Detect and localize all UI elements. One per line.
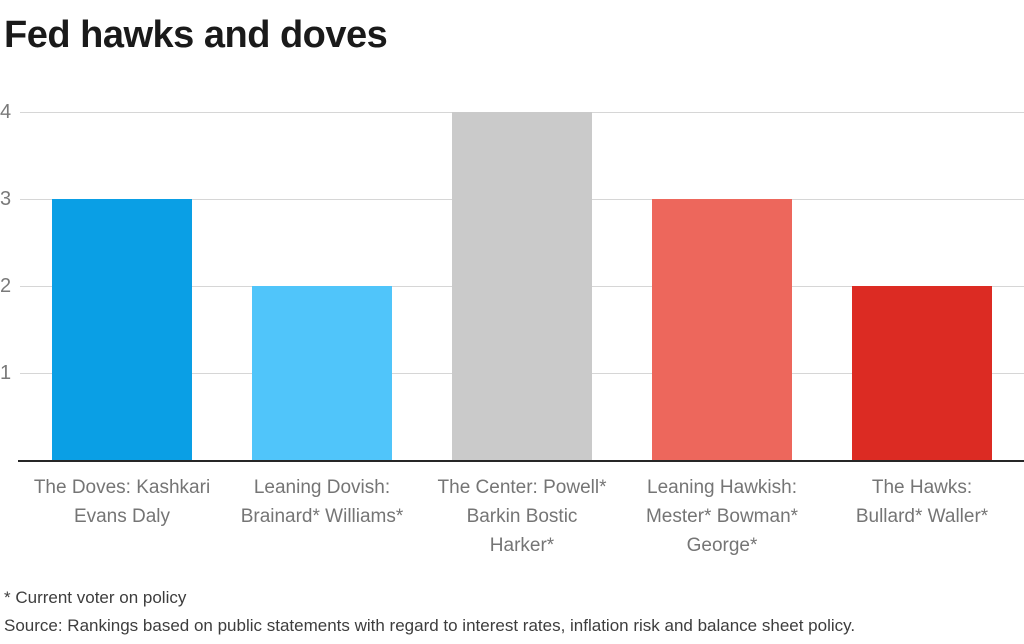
bar-leaning-hawkish [652,199,792,460]
x-axis-label-doves: The Doves: Kashkari Evans Daly [12,473,232,531]
x-axis-label-center: The Center: Powell* Barkin Bostic Harker… [412,473,632,560]
footnote-source: Source: Rankings based on public stateme… [4,616,856,635]
bar-center [452,112,592,460]
page-title: Fed hawks and doves [4,14,388,56]
x-axis-label-line: Barkin Bostic [466,506,578,527]
x-axis-label-line: Mester* Bowman* [645,506,799,527]
x-axis-label-line: The Hawks: [871,477,973,498]
x-axis-label-leaning-dovish: Leaning Dovish: Brainard* Williams* [212,473,432,531]
x-axis-label-hawks: The Hawks: Bullard* Waller* [812,473,1024,531]
y-tick-1: 1 [0,362,12,384]
x-axis-label-line: Harker* [489,535,555,556]
x-axis-label-leaning-hawkish: Leaning Hawkish: Mester* Bowman* George* [612,473,832,560]
bar-doves [52,199,192,460]
x-axis-label-line: Brainard* Williams* [240,506,404,527]
x-axis-baseline [18,460,1024,462]
y-tick-3: 3 [0,188,12,210]
x-axis-label-line: The Doves: Kashkari [33,477,211,498]
y-tick-2: 2 [0,275,12,297]
bar-hawks [852,286,992,460]
x-axis-label-line: Leaning Dovish: [253,477,391,498]
y-tick-4: 4 [0,101,12,123]
x-axis-label-line: Leaning Hawkish: [647,477,797,498]
x-axis-label-line: The Center: Powell* [437,477,607,498]
x-axis-label-line: Bullard* Waller* [855,506,989,527]
x-axis-label-line: George* [686,535,758,556]
x-axis-label-line: Evans Daly [73,506,171,527]
footnote-voter: * Current voter on policy [4,588,187,607]
bar-leaning-dovish [252,286,392,460]
